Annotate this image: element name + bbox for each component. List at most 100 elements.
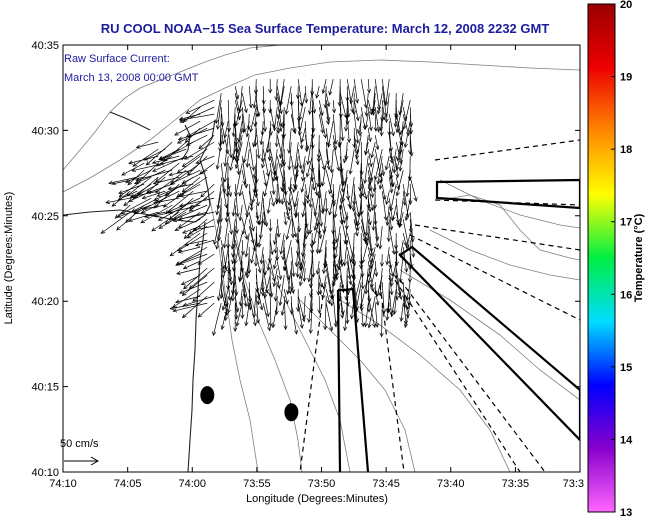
radial-line xyxy=(409,234,580,321)
current-vector xyxy=(409,254,414,269)
current-vector xyxy=(286,268,292,295)
current-vector xyxy=(348,149,355,175)
current-vector xyxy=(339,296,345,316)
current-vector xyxy=(183,267,208,290)
current-vector xyxy=(268,100,273,114)
current-vector xyxy=(300,128,306,143)
current-vector xyxy=(284,86,292,115)
current-vector xyxy=(259,247,264,265)
current-vector xyxy=(304,86,309,104)
current-vector xyxy=(135,141,159,149)
current-vector xyxy=(227,128,233,159)
current-vector xyxy=(311,163,319,197)
coastline-nj xyxy=(187,221,206,472)
current-vector xyxy=(285,219,292,241)
current-vector xyxy=(325,303,334,332)
current-vector xyxy=(231,107,236,138)
current-vector xyxy=(295,86,301,100)
current-vector xyxy=(123,190,145,206)
current-vector xyxy=(342,149,348,164)
current-vector xyxy=(378,268,383,297)
current-vector xyxy=(378,177,383,190)
x-tick-label: 73:55 xyxy=(243,478,271,490)
current-vector xyxy=(325,93,331,108)
current-vector xyxy=(391,205,397,222)
current-vector xyxy=(263,170,271,197)
current-vector xyxy=(151,211,180,232)
current-vector xyxy=(227,261,232,282)
current-vector xyxy=(195,239,215,247)
current-vector xyxy=(388,135,394,161)
y-axis-label: Latitude (Degrees:Minutes) xyxy=(3,192,15,325)
station-marker xyxy=(200,386,215,405)
current-vector xyxy=(320,163,327,187)
current-vector xyxy=(182,260,201,270)
coastline-inlet xyxy=(109,111,151,131)
current-vector xyxy=(241,282,248,308)
current-vector xyxy=(179,113,215,122)
x-tick-label: 74:00 xyxy=(179,478,207,490)
current-vector xyxy=(349,247,355,263)
current-vector xyxy=(185,134,208,146)
current-vector xyxy=(255,296,261,324)
current-vector xyxy=(172,302,208,313)
current-vector xyxy=(238,261,243,283)
current-vector xyxy=(240,240,245,256)
current-vector xyxy=(287,198,292,212)
radial-line xyxy=(414,224,580,251)
current-vector xyxy=(345,282,351,296)
current-vector xyxy=(398,149,404,172)
current-vector xyxy=(220,128,225,145)
current-vector xyxy=(222,219,229,249)
current-vector xyxy=(281,240,286,261)
current-vector xyxy=(331,233,336,247)
current-vector xyxy=(384,93,390,124)
colorbar xyxy=(587,3,616,513)
current-vector xyxy=(297,107,306,136)
current-vector xyxy=(178,197,215,208)
current-vector xyxy=(395,142,403,165)
current-vector xyxy=(244,233,250,258)
current-vector xyxy=(374,303,380,328)
current-vector xyxy=(269,191,276,207)
current-vector xyxy=(381,191,388,221)
current-vector xyxy=(374,289,380,306)
x-tick-label: 74:05 xyxy=(114,478,142,490)
current-vector xyxy=(375,275,383,298)
current-vector xyxy=(272,107,278,132)
current-vector xyxy=(145,141,173,166)
current-vector xyxy=(349,296,355,320)
current-vector xyxy=(222,247,229,275)
current-vector xyxy=(153,183,180,209)
current-vector xyxy=(297,121,304,150)
current-vector xyxy=(381,184,387,201)
current-vector xyxy=(381,282,387,315)
current-vector xyxy=(283,296,288,331)
current-vector xyxy=(177,127,215,141)
plot-area xyxy=(63,45,580,472)
survey-box-east xyxy=(435,178,580,210)
current-vector xyxy=(405,282,411,302)
current-vector xyxy=(245,149,250,168)
current-vector xyxy=(399,303,404,322)
current-vector xyxy=(360,219,369,247)
current-vector xyxy=(100,211,131,234)
current-vector xyxy=(105,197,131,205)
current-vector xyxy=(192,281,215,302)
current-vector xyxy=(252,93,257,109)
station-marker xyxy=(284,403,299,422)
current-vector xyxy=(335,303,341,326)
current-vector xyxy=(262,303,271,332)
current-vector xyxy=(354,282,362,314)
current-vector xyxy=(262,100,267,114)
current-vector xyxy=(259,128,264,146)
current-vector xyxy=(353,142,360,166)
radial-line xyxy=(299,294,324,472)
current-vector xyxy=(310,128,315,150)
x-tick-label: 73:40 xyxy=(437,478,465,490)
current-vector xyxy=(311,93,317,114)
current-vector xyxy=(297,79,304,107)
current-vector xyxy=(332,268,337,282)
current-vector xyxy=(272,268,278,288)
current-vector xyxy=(394,107,399,121)
